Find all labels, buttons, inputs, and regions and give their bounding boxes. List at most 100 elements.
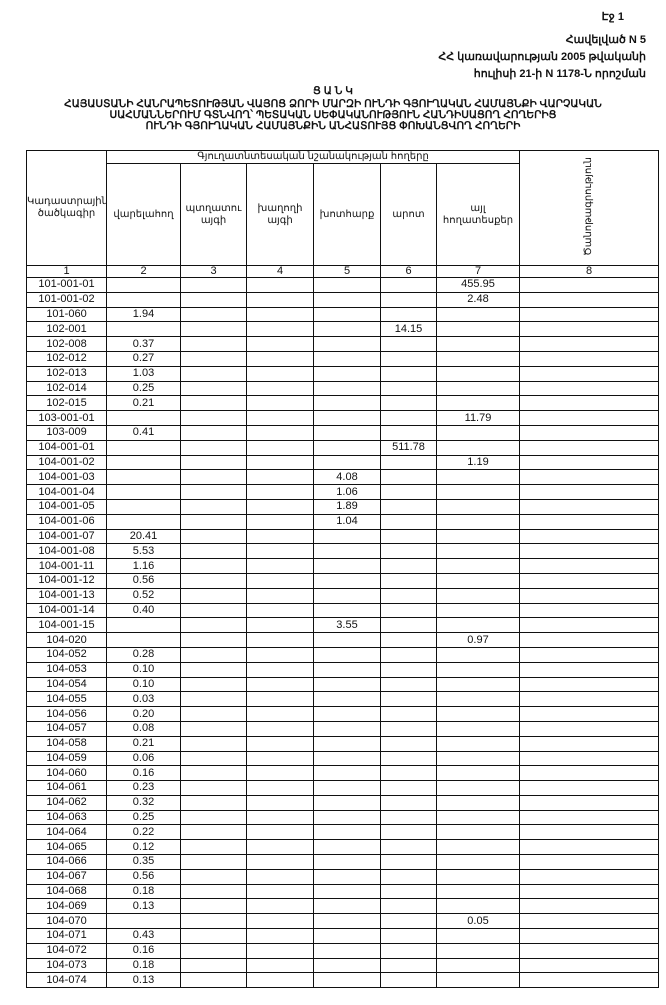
cell-arable: 0.28 [106, 646, 181, 663]
table-row: 104-063 0.25 [26, 809, 659, 826]
cell-vineyard [246, 942, 314, 959]
cell-vineyard [246, 632, 314, 648]
cell-other-land [436, 543, 520, 560]
cell-note [519, 424, 659, 441]
cell-pasture [380, 380, 437, 397]
cell-note [519, 809, 659, 826]
cell-other-land [436, 306, 520, 323]
column-number: 6 [380, 265, 437, 278]
cell-orchard [180, 646, 247, 663]
cell-pasture [380, 291, 437, 308]
cell-note [519, 765, 659, 782]
cell-hayfield [313, 750, 381, 767]
title-line-1: ՀԱՅԱՍՏԱՆԻ ՀԱՆՐԱՊԵՏՈՒԹՅԱՆ ՎԱՅՈՑ ՁՈՐԻ ՄԱՐԶ… [64, 98, 602, 110]
cell-pasture [380, 646, 437, 663]
table-row: 104-001-02 1.19 [26, 454, 659, 471]
cell-other-land [436, 365, 520, 382]
cell-cadastral-code: 104-063 [26, 809, 107, 826]
cell-other-land [436, 469, 520, 486]
table-row: 104-071 0.43 [26, 928, 659, 944]
col-header-hayfield: խոտհարք [313, 163, 381, 266]
cell-orchard [180, 794, 247, 811]
cell-orchard [180, 395, 247, 412]
cell-arable [106, 632, 181, 648]
cell-note [519, 558, 659, 574]
cell-pasture [380, 928, 437, 944]
cell-cadastral-code: 104-067 [26, 868, 107, 885]
cell-pasture [380, 587, 437, 604]
cell-orchard [180, 868, 247, 885]
cell-orchard [180, 720, 247, 737]
cell-arable [106, 913, 181, 930]
cell-note [519, 410, 659, 426]
cell-orchard [180, 424, 247, 441]
cell-orchard [180, 780, 247, 796]
cell-arable: 0.16 [106, 765, 181, 782]
cell-orchard [180, 543, 247, 560]
cell-note [519, 676, 659, 693]
cell-note [519, 350, 659, 367]
cell-vineyard [246, 868, 314, 885]
cell-vineyard [246, 291, 314, 308]
cell-hayfield: 1.89 [313, 498, 381, 515]
cell-hayfield [313, 928, 381, 944]
cell-other-land [436, 617, 520, 634]
cell-cadastral-code: 104-070 [26, 913, 107, 930]
cell-vineyard [246, 794, 314, 811]
cell-cadastral-code: 104-058 [26, 735, 107, 752]
table-row: 104-061 0.23 [26, 780, 659, 796]
cell-pasture [380, 617, 437, 634]
cell-pasture [380, 957, 437, 974]
table-row: 104-067 0.56 [26, 868, 659, 885]
cell-note [519, 543, 659, 560]
cell-hayfield [313, 868, 381, 885]
cell-hayfield [313, 336, 381, 352]
cell-hayfield: 4.08 [313, 469, 381, 486]
cell-note [519, 735, 659, 752]
cell-hayfield [313, 765, 381, 782]
cell-hayfield [313, 424, 381, 441]
col-header-note-label: Ծանոթագրություն [583, 156, 594, 256]
cell-other-land [436, 395, 520, 412]
table-row: 104-064 0.22 [26, 824, 659, 841]
cell-orchard [180, 336, 247, 352]
cell-hayfield [313, 558, 381, 574]
table-row: 104-001-15 3.55 [26, 617, 659, 634]
cell-cadastral-code: 104-064 [26, 824, 107, 841]
table-row: 104-001-04 1.06 [26, 484, 659, 500]
cell-other-land [436, 883, 520, 900]
cell-other-land [436, 691, 520, 708]
cell-vineyard [246, 558, 314, 574]
cell-other-land [436, 765, 520, 782]
page-number: Էջ 1 [601, 11, 624, 23]
cell-hayfield [313, 646, 381, 663]
cell-cadastral-code: 104-054 [26, 676, 107, 693]
cell-hayfield [313, 706, 381, 722]
cell-arable [106, 321, 181, 338]
cell-arable: 0.13 [106, 972, 181, 989]
cell-cadastral-code: 104-074 [26, 972, 107, 989]
cell-hayfield [313, 454, 381, 471]
cell-pasture [380, 365, 437, 382]
cell-orchard [180, 839, 247, 856]
cell-hayfield [313, 543, 381, 560]
cell-arable: 0.18 [106, 883, 181, 900]
cell-pasture [380, 750, 437, 767]
annex-line-1: Հավելված N 5 [565, 34, 646, 46]
cell-vineyard [246, 809, 314, 826]
col-header-cadastral-code: Կադաստրային ծածկագիր [26, 150, 107, 266]
cell-other-land [436, 528, 520, 545]
cell-orchard [180, 928, 247, 944]
cell-other-land [436, 661, 520, 678]
cell-arable [106, 454, 181, 471]
group-header-agricultural-land: Գյուղատնտեսական նշանակության հողերը [106, 150, 520, 164]
cell-pasture [380, 410, 437, 426]
cell-arable [106, 410, 181, 426]
annex-line-2: ՀՀ կառավարության 2005 թվականի [438, 51, 646, 63]
cell-arable: 0.37 [106, 336, 181, 352]
cell-arable: 0.56 [106, 572, 181, 589]
table-row: 103-001-01 11.79 [26, 410, 659, 426]
cell-vineyard [246, 277, 314, 293]
cell-hayfield [313, 632, 381, 648]
cell-vineyard [246, 913, 314, 930]
